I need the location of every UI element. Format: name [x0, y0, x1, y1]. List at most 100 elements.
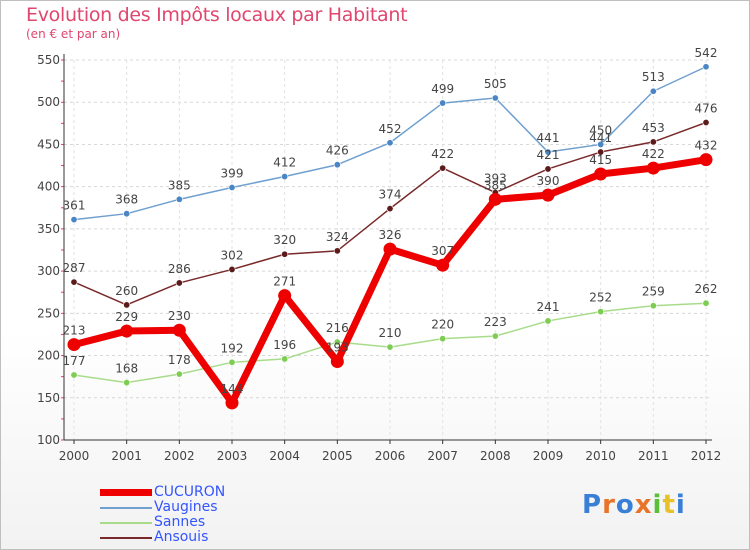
data-point-cucuron — [699, 153, 713, 167]
legend-label-vaugines: Vaugines — [154, 499, 218, 515]
data-point-cucuron — [436, 258, 450, 272]
data-point-vaugines — [491, 94, 499, 102]
data-label-cucuron: 422 — [642, 147, 665, 161]
chart-title: Evolution des Impôts locaux par Habitant — [26, 4, 408, 26]
data-label-vaugines: 441 — [537, 131, 560, 145]
data-point-vaugines — [649, 87, 657, 95]
data-label-vaugines: 542 — [695, 46, 718, 60]
data-point-sannes — [491, 332, 499, 340]
data-label-cucuron: 385 — [484, 178, 507, 192]
data-point-vaugines — [597, 140, 605, 148]
data-label-ansouis: 320 — [273, 233, 296, 247]
data-label-ansouis: 324 — [326, 230, 349, 244]
legend-swatch-sannes — [100, 522, 152, 524]
data-label-ansouis: 287 — [63, 261, 86, 275]
data-point-ansouis — [123, 301, 131, 309]
data-label-cucuron: 230 — [168, 309, 191, 323]
data-label-sannes: 241 — [537, 300, 560, 314]
y-tick-label: 450 — [37, 137, 60, 151]
data-point-vaugines — [386, 139, 394, 147]
data-point-sannes — [175, 370, 183, 378]
data-point-sannes — [281, 355, 289, 363]
data-point-cucuron — [67, 338, 81, 352]
data-point-vaugines — [439, 99, 447, 107]
logo-letter: r — [602, 490, 616, 520]
logo-letter: i — [675, 490, 686, 520]
x-tick-label: 2001 — [111, 449, 142, 463]
logo-letter: i — [652, 490, 663, 520]
data-label-ansouis: 286 — [168, 262, 191, 276]
x-tick-label: 2012 — [691, 449, 722, 463]
data-point-sannes — [649, 302, 657, 310]
data-label-vaugines: 499 — [431, 82, 454, 96]
logo-letter: o — [615, 490, 635, 520]
data-label-vaugines: 399 — [221, 167, 244, 181]
legend-swatch-cucuron — [100, 489, 152, 496]
proxiti-logo: Proxiti — [582, 490, 686, 520]
data-point-vaugines — [228, 184, 236, 192]
data-point-ansouis — [175, 279, 183, 287]
x-tick-label: 2008 — [480, 449, 511, 463]
data-label-cucuron: 415 — [589, 153, 612, 167]
data-label-vaugines: 505 — [484, 77, 507, 91]
data-point-sannes — [386, 343, 394, 351]
y-tick-label: 100 — [37, 433, 60, 447]
data-label-sannes: 196 — [273, 338, 296, 352]
data-label-vaugines: 385 — [168, 178, 191, 192]
data-point-vaugines — [281, 173, 289, 181]
data-label-sannes: 262 — [695, 282, 718, 296]
x-tick-label: 2000 — [59, 449, 90, 463]
data-label-sannes: 178 — [168, 353, 191, 367]
x-tick-label: 2002 — [164, 449, 195, 463]
data-label-sannes: 223 — [484, 315, 507, 329]
data-label-vaugines: 361 — [63, 199, 86, 213]
logo-letter: t — [662, 490, 676, 520]
logo-letter: P — [582, 490, 603, 520]
data-point-ansouis — [439, 164, 447, 172]
legend-label-cucuron: CUCURON — [154, 484, 226, 500]
data-label-vaugines: 368 — [115, 193, 138, 207]
data-point-ansouis — [333, 247, 341, 255]
data-point-sannes — [228, 358, 236, 366]
data-label-cucuron: 390 — [537, 174, 560, 188]
data-point-sannes — [70, 371, 78, 379]
data-label-vaugines: 450 — [589, 123, 612, 137]
data-label-ansouis: 302 — [221, 248, 244, 262]
data-point-sannes — [123, 379, 131, 387]
data-point-vaugines — [333, 161, 341, 169]
y-tick-label: 500 — [37, 95, 60, 109]
data-label-ansouis: 441 — [589, 131, 612, 145]
data-point-ansouis — [386, 205, 394, 213]
data-label-sannes: 259 — [642, 285, 665, 299]
data-point-cucuron — [541, 188, 555, 202]
data-label-vaugines: 452 — [379, 122, 402, 136]
data-label-ansouis: 476 — [695, 101, 718, 115]
y-tick-label: 200 — [37, 349, 60, 363]
x-tick-label: 2011 — [638, 449, 669, 463]
data-label-sannes: 210 — [379, 326, 402, 340]
data-point-ansouis — [702, 118, 710, 126]
x-tick-label: 2003 — [217, 449, 248, 463]
legend-swatch-ansouis — [100, 537, 152, 539]
data-point-sannes — [544, 317, 552, 325]
data-label-cucuron: 326 — [379, 228, 402, 242]
legend-label-sannes: Sannes — [154, 514, 206, 530]
data-label-cucuron: 307 — [431, 244, 454, 258]
data-label-sannes: 216 — [326, 321, 349, 335]
data-point-ansouis — [649, 138, 657, 146]
data-point-cucuron — [172, 323, 186, 337]
x-tick-label: 2006 — [375, 449, 406, 463]
data-point-vaugines — [70, 216, 78, 224]
data-point-cucuron — [646, 161, 660, 175]
x-tick-label: 2004 — [269, 449, 300, 463]
y-tick-label: 250 — [37, 306, 60, 320]
data-label-ansouis: 421 — [537, 148, 560, 162]
data-label-ansouis: 374 — [379, 188, 402, 202]
data-point-cucuron — [594, 167, 608, 181]
data-point-ansouis — [281, 250, 289, 258]
data-point-cucuron — [120, 324, 134, 338]
data-label-cucuron: 144 — [221, 382, 244, 396]
data-point-sannes — [439, 335, 447, 343]
data-label-cucuron: 271 — [273, 275, 296, 289]
